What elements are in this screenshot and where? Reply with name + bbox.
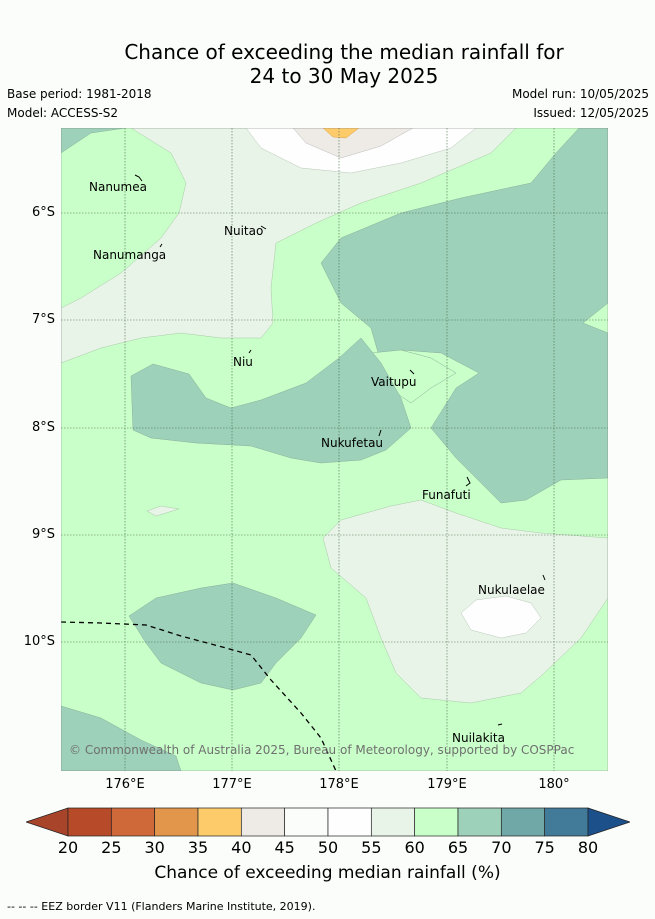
- title-line-2: 24 to 30 May 2025: [249, 64, 439, 88]
- eez-legend-note: -- -- -- EEZ border V11 (Flanders Marine…: [7, 900, 316, 913]
- colorbar: [26, 807, 630, 837]
- island-outlines: [134, 174, 546, 726]
- colorbar-segment: [154, 807, 199, 837]
- title-line-1: Chance of exceeding the median rainfall …: [124, 40, 564, 64]
- contour-65-70-corner-nw: [61, 128, 127, 154]
- eez-border-line: [61, 621, 337, 771]
- colorbar-tick-label: 60: [404, 838, 425, 857]
- place-nuitao: Nuitao: [224, 224, 263, 238]
- lat-label-8s: 8°S: [31, 420, 55, 435]
- colorbar-segment: [327, 807, 372, 837]
- colorbar-segment: [500, 807, 546, 837]
- contour-65-70-region-south: [128, 582, 317, 691]
- colorbar-segment: [544, 807, 589, 837]
- rainfall-map: Nanumea Nuitao Nanumanga Niu Vaitupu Nuk…: [61, 128, 608, 771]
- place-nanumanga: Nanumanga: [93, 248, 166, 262]
- place-nuilakita: Nuilakita: [452, 731, 505, 745]
- colorbar-title: Chance of exceeding median rainfall (%): [154, 863, 501, 883]
- issued-date: Issued: 12/05/2025: [533, 106, 649, 120]
- base-period: Base period: 1981-2018: [7, 87, 152, 101]
- colorbar-segment: [240, 807, 286, 837]
- place-nukufetau: Nukufetau: [321, 436, 383, 450]
- contour-65-70-corner-sw: [61, 705, 182, 771]
- map-title: Chance of exceeding the median rainfall …: [0, 40, 655, 88]
- colorbar-tick-label: 80: [577, 838, 599, 857]
- lat-label-7s: 7°S: [31, 312, 55, 327]
- colorbar-tick-label: 25: [101, 838, 122, 857]
- lon-label-179e: 179°E: [427, 777, 467, 792]
- place-funafuti: Funafuti: [422, 488, 471, 502]
- map-grid: [61, 128, 608, 771]
- colorbar-tick-label: 45: [274, 838, 295, 857]
- colorbar-tick-label: 40: [231, 838, 252, 857]
- colorbar-segment: [110, 807, 156, 837]
- colorbar-tick-label: 50: [317, 838, 339, 857]
- colorbar-segment: [414, 807, 459, 837]
- lon-label-177e: 177°E: [212, 777, 252, 792]
- colorbar-tick-label: 35: [187, 838, 209, 857]
- colorbar-tick-label: 20: [57, 838, 79, 857]
- colorbar-tick-label: 65: [447, 838, 469, 857]
- colorbar-over-arrow: [587, 807, 630, 837]
- place-nukulaelae: Nukulaelae: [478, 583, 545, 597]
- contour-35-40-region: [322, 128, 360, 139]
- colorbar-segment: [457, 807, 502, 837]
- lat-label-10s: 10°S: [23, 634, 55, 649]
- lon-label-180: 180°: [538, 777, 570, 792]
- contour-55-60-speck: [146, 505, 180, 517]
- lon-label-176e: 176°E: [105, 777, 145, 792]
- place-niu: Niu: [233, 355, 253, 369]
- lat-label-9s: 9°S: [31, 527, 55, 542]
- contour-50-55-island: [460, 595, 542, 639]
- colorbar-tick-label: 75: [534, 838, 555, 857]
- colorbar-segment: [284, 807, 329, 837]
- place-vaitupu: Vaitupu: [371, 375, 417, 389]
- lat-label-6s: 6°S: [31, 205, 55, 220]
- colorbar-tick-label: 70: [491, 838, 512, 857]
- copyright-notice: © Commonwealth of Australia 2025, Bureau…: [69, 743, 574, 757]
- lon-label-178e: 178°E: [319, 777, 359, 792]
- colorbar-segments: [67, 807, 589, 837]
- colorbar-segment: [67, 807, 112, 837]
- colorbar-segment: [370, 807, 416, 837]
- colorbar-segment: [197, 807, 242, 837]
- colorbar-tick-label: 55: [361, 838, 382, 857]
- contour-65-70-region-west: [130, 337, 412, 464]
- contour-55-60-region-south: [322, 499, 608, 704]
- colorbar-under-arrow: [26, 807, 69, 837]
- place-nanumea: Nanumea: [89, 180, 147, 194]
- model-name: Model: ACCESS-S2: [7, 106, 119, 120]
- model-run: Model run: 10/05/2025: [511, 87, 649, 101]
- colorbar-tick-label: 30: [144, 838, 165, 857]
- contour-55-60-region: [61, 128, 517, 364]
- contour-40-45-region: [292, 128, 414, 159]
